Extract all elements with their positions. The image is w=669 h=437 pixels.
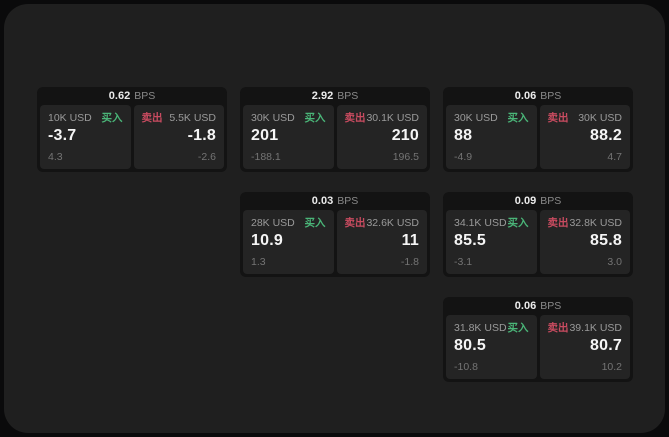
buy-price: 80.5 xyxy=(454,337,486,354)
price-card: 0.06 BPS 31.8K USD 买入 80.5 -10.8 卖 xyxy=(443,297,633,382)
sell-delta: 10.2 xyxy=(601,361,622,373)
sell-amount: 32.6K USD xyxy=(366,217,419,229)
card-header: 0.03 BPS xyxy=(243,192,427,210)
tiles-row: 28K USD 买入 10.9 1.3 卖出 32.6K USD 11 -1.8 xyxy=(243,210,427,274)
buy-amount: 28K USD xyxy=(251,217,295,229)
buy-tile[interactable]: 30K USD 买入 88 -4.9 xyxy=(446,105,537,169)
sell-side-label: 卖出 xyxy=(344,217,366,229)
price-card: 0.06 BPS 30K USD 买入 88 -4.9 卖出 xyxy=(443,87,633,172)
price-card: 2.92 BPS 30K USD 买入 201 -188.1 卖出 xyxy=(240,87,430,172)
buy-price: 201 xyxy=(251,127,279,144)
buy-amount: 30K USD xyxy=(251,112,295,124)
sell-amount: 32.8K USD xyxy=(569,217,622,229)
tiles-row: 30K USD 买入 88 -4.9 卖出 30K USD 88.2 4.7 xyxy=(446,105,630,169)
buy-price: 10.9 xyxy=(251,232,283,249)
sell-price: 80.7 xyxy=(590,337,622,354)
buy-price: -3.7 xyxy=(48,127,77,144)
sell-delta: 3.0 xyxy=(607,256,622,268)
buy-side-label: 买入 xyxy=(304,112,326,124)
card-header: 2.92 BPS xyxy=(243,87,427,105)
sell-tile[interactable]: 卖出 32.6K USD 11 -1.8 xyxy=(336,210,427,274)
sell-price: 88.2 xyxy=(590,127,622,144)
buy-tile[interactable]: 28K USD 买入 10.9 1.3 xyxy=(243,210,334,274)
bps-unit-label: BPS xyxy=(134,90,156,102)
buy-side-label: 买入 xyxy=(304,217,326,229)
sell-side-label: 卖出 xyxy=(344,112,366,124)
buy-delta: -188.1 xyxy=(251,151,281,163)
sell-price: 210 xyxy=(391,127,419,144)
price-card: 0.03 BPS 28K USD 买入 10.9 1.3 卖出 xyxy=(240,192,430,277)
card-header: 0.06 BPS xyxy=(446,297,630,315)
sell-amount: 30.1K USD xyxy=(366,112,419,124)
buy-delta: -10.8 xyxy=(454,361,478,373)
tiles-row: 30K USD 买入 201 -188.1 卖出 30.1K USD 210 1… xyxy=(243,105,427,169)
sell-tile[interactable]: 卖出 30K USD 88.2 4.7 xyxy=(539,105,630,169)
bps-value: 0.62 xyxy=(108,90,131,102)
pricing-board: 0.62 BPS 10K USD 买入 -3.7 4.3 卖出 xyxy=(4,4,665,433)
bps-value: 0.03 xyxy=(311,195,334,207)
buy-side-label: 买入 xyxy=(507,322,529,334)
sell-amount: 30K USD xyxy=(578,112,622,124)
bps-unit-label: BPS xyxy=(540,90,562,102)
bps-unit-label: BPS xyxy=(540,300,562,312)
buy-tile[interactable]: 30K USD 买入 201 -188.1 xyxy=(243,105,334,169)
sell-side-label: 卖出 xyxy=(547,112,569,124)
buy-amount: 10K USD xyxy=(48,112,92,124)
buy-side-label: 买入 xyxy=(101,112,123,124)
sell-price: 85.8 xyxy=(590,232,622,249)
bps-value: 2.92 xyxy=(311,90,334,102)
buy-amount: 31.8K USD xyxy=(454,322,507,334)
card-header: 0.62 BPS xyxy=(40,87,224,105)
price-card: 0.62 BPS 10K USD 买入 -3.7 4.3 卖出 xyxy=(37,87,227,172)
bps-value: 0.09 xyxy=(514,195,537,207)
buy-amount: 34.1K USD xyxy=(454,217,507,229)
sell-delta: -1.8 xyxy=(400,256,419,268)
buy-delta: -3.1 xyxy=(454,256,473,268)
buy-price: 85.5 xyxy=(454,232,486,249)
bps-unit-label: BPS xyxy=(337,90,359,102)
sell-tile[interactable]: 卖出 30.1K USD 210 196.5 xyxy=(336,105,427,169)
buy-tile[interactable]: 31.8K USD 买入 80.5 -10.8 xyxy=(446,315,537,379)
sell-delta: -2.6 xyxy=(197,151,216,163)
tiles-row: 34.1K USD 买入 85.5 -3.1 卖出 32.8K USD 85.8… xyxy=(446,210,630,274)
buy-side-label: 买入 xyxy=(507,217,529,229)
buy-amount: 30K USD xyxy=(454,112,498,124)
card-header: 0.06 BPS xyxy=(446,87,630,105)
sell-amount: 39.1K USD xyxy=(569,322,622,334)
sell-delta: 196.5 xyxy=(392,151,419,163)
bps-value: 0.06 xyxy=(514,300,537,312)
tiles-row: 10K USD 买入 -3.7 4.3 卖出 5.5K USD -1.8 -2.… xyxy=(40,105,224,169)
sell-price: 11 xyxy=(401,232,419,249)
sell-tile[interactable]: 卖出 32.8K USD 85.8 3.0 xyxy=(539,210,630,274)
sell-tile[interactable]: 卖出 39.1K USD 80.7 10.2 xyxy=(539,315,630,379)
sell-price: -1.8 xyxy=(187,127,216,144)
tiles-row: 31.8K USD 买入 80.5 -10.8 卖出 39.1K USD 80.… xyxy=(446,315,630,379)
buy-side-label: 买入 xyxy=(507,112,529,124)
buy-delta: 4.3 xyxy=(48,151,63,163)
bps-value: 0.06 xyxy=(514,90,537,102)
buy-tile[interactable]: 34.1K USD 买入 85.5 -3.1 xyxy=(446,210,537,274)
card-header: 0.09 BPS xyxy=(446,192,630,210)
sell-side-label: 卖出 xyxy=(547,322,569,334)
bps-unit-label: BPS xyxy=(540,195,562,207)
sell-delta: 4.7 xyxy=(607,151,622,163)
sell-amount: 5.5K USD xyxy=(169,112,216,124)
buy-price: 88 xyxy=(454,127,473,144)
buy-tile[interactable]: 10K USD 买入 -3.7 4.3 xyxy=(40,105,131,169)
buy-delta: 1.3 xyxy=(251,256,266,268)
bps-unit-label: BPS xyxy=(337,195,359,207)
sell-side-label: 卖出 xyxy=(547,217,569,229)
sell-side-label: 卖出 xyxy=(141,112,163,124)
sell-tile[interactable]: 卖出 5.5K USD -1.8 -2.6 xyxy=(133,105,224,169)
price-card-grid: 0.62 BPS 10K USD 买入 -3.7 4.3 卖出 xyxy=(37,87,633,382)
buy-delta: -4.9 xyxy=(454,151,473,163)
price-card: 0.09 BPS 34.1K USD 买入 85.5 -3.1 卖出 xyxy=(443,192,633,277)
